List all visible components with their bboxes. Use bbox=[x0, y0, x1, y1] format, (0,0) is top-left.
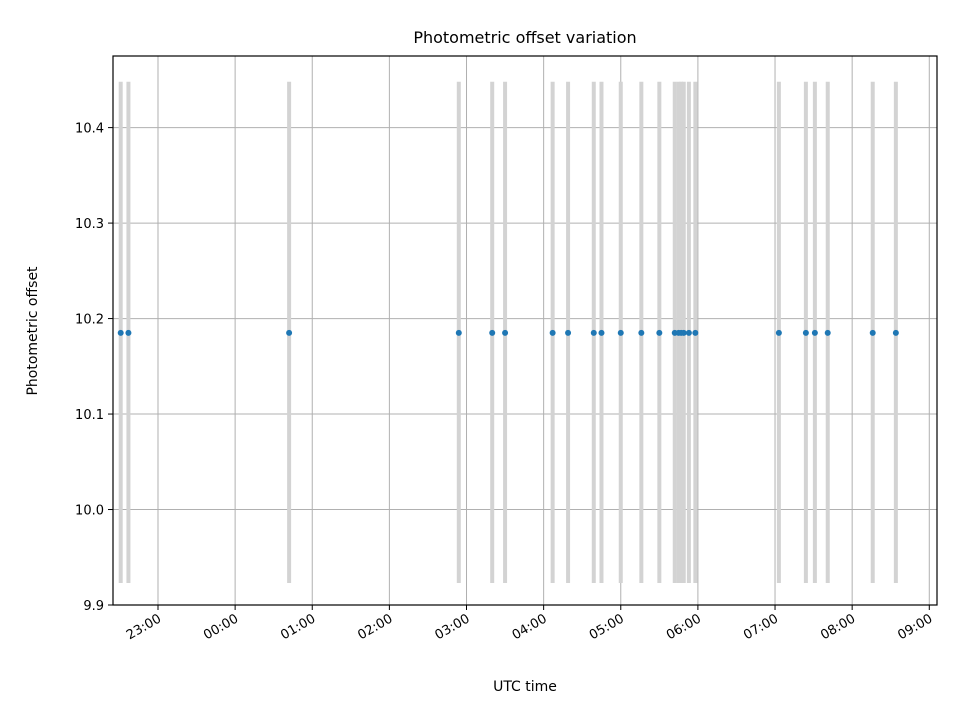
x-tick-label: 04:00 bbox=[510, 611, 550, 643]
y-axis-label: Photometric offset bbox=[25, 266, 41, 396]
y-axis-ticks: 9.9 10.0 10.1 10.2 10.3 10.4 bbox=[75, 122, 113, 614]
chart-title: Photometric offset variation bbox=[413, 28, 636, 47]
x-axis-label: UTC time bbox=[493, 679, 557, 695]
data-points bbox=[117, 329, 899, 336]
data-point bbox=[638, 329, 645, 336]
y-tick-label: 10.4 bbox=[75, 122, 104, 137]
data-point bbox=[117, 329, 124, 336]
data-point bbox=[692, 329, 699, 336]
data-point bbox=[680, 329, 687, 336]
data-point bbox=[869, 329, 876, 336]
x-tick-label: 23:00 bbox=[124, 611, 164, 643]
data-point bbox=[565, 329, 572, 336]
x-tick-label: 00:00 bbox=[201, 611, 241, 643]
y-tick-label: 10.2 bbox=[75, 313, 104, 328]
y-tick-label: 10.0 bbox=[75, 504, 104, 519]
data-point bbox=[775, 329, 782, 336]
data-point bbox=[892, 329, 899, 336]
x-tick-label: 08:00 bbox=[818, 611, 858, 643]
x-tick-label: 01:00 bbox=[278, 611, 318, 643]
y-tick-label: 10.1 bbox=[75, 408, 104, 423]
data-point bbox=[489, 329, 496, 336]
data-point bbox=[286, 329, 293, 336]
data-point bbox=[811, 329, 818, 336]
x-axis-ticks: 23:00 00:00 01:00 02:00 03:00 04:00 05:00 06:00… bbox=[124, 605, 935, 643]
data-point bbox=[685, 329, 692, 336]
data-point bbox=[617, 329, 624, 336]
y-tick-label: 10.3 bbox=[75, 217, 104, 232]
data-point bbox=[455, 329, 462, 336]
data-point bbox=[824, 329, 831, 336]
x-tick-label: 07:00 bbox=[741, 611, 781, 643]
x-tick-label: 06:00 bbox=[664, 611, 704, 643]
data-point bbox=[802, 329, 809, 336]
data-point bbox=[502, 329, 509, 336]
x-tick-label: 05:00 bbox=[587, 611, 627, 643]
data-point bbox=[590, 329, 597, 336]
data-point bbox=[656, 329, 663, 336]
data-point bbox=[598, 329, 605, 336]
plot-frame bbox=[112, 55, 938, 606]
x-tick-label: 03:00 bbox=[433, 611, 473, 643]
data-point bbox=[549, 329, 556, 336]
x-tick-label: 09:00 bbox=[895, 611, 935, 643]
x-tick-label: 02:00 bbox=[355, 611, 395, 643]
data-point bbox=[125, 329, 132, 336]
y-tick-label: 9.9 bbox=[83, 599, 104, 614]
